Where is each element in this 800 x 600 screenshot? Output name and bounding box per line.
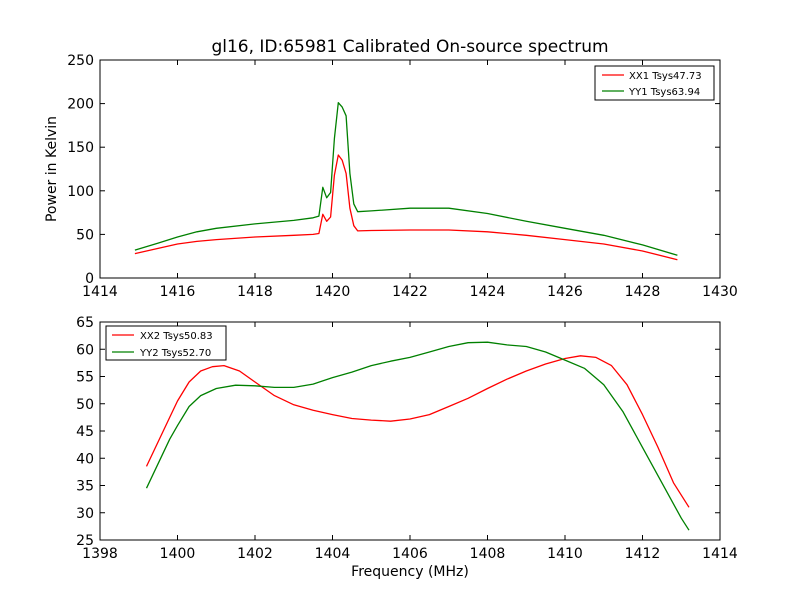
x-tick-label: 1414 — [702, 546, 738, 562]
x-axis-label: Frequency (MHz) — [351, 564, 469, 580]
y-tick-label: 50 — [76, 397, 94, 413]
y-tick-label: 150 — [67, 140, 94, 156]
x-tick-label: 1398 — [82, 546, 118, 562]
x-tick-label: 1420 — [315, 284, 351, 300]
y-tick-label: 45 — [76, 424, 94, 440]
y-tick-label: 200 — [67, 97, 94, 113]
y-tick-label: 60 — [76, 342, 94, 358]
x-tick-label: 1404 — [315, 546, 351, 562]
legend-box — [105, 325, 227, 361]
y-tick-label: 250 — [67, 53, 94, 69]
chart-top: gl16, ID:65981 Calibrated On-source spec… — [44, 37, 738, 300]
y-tick-label: 55 — [76, 370, 94, 386]
x-tick-label: 1416 — [160, 284, 196, 300]
x-tick-label: 1412 — [625, 546, 661, 562]
legend-box — [594, 65, 715, 101]
plot-frame — [99, 59, 721, 279]
x-tick-label: 1402 — [237, 546, 273, 562]
x-tick-label: 1414 — [82, 284, 118, 300]
y-tick-label: 30 — [76, 506, 94, 522]
y-tick-label: 100 — [67, 184, 94, 200]
y-axis-label: Power in Kelvin — [44, 116, 60, 222]
x-tick-label: 1430 — [702, 284, 738, 300]
legend-label-xx2: XX2 Tsys50.83 — [140, 331, 213, 342]
tick-layer: 1414 1416 1418 1420 1422 1424 1426 1428 1430 0 50 1… — [67, 53, 738, 300]
series-line-yy2 — [145, 341, 690, 531]
x-tick-label: 1422 — [392, 284, 428, 300]
plot-frame — [99, 321, 721, 541]
x-tick-label: 1408 — [470, 546, 506, 562]
chart-title: gl16, ID:65981 Calibrated On-source spec… — [211, 37, 608, 57]
legend: XX1 Tsys47.73 YY1 Tsys63.94 — [594, 65, 715, 101]
x-tick-label: 1418 — [237, 284, 273, 300]
x-tick-label: 1426 — [547, 284, 583, 300]
y-tick-label: 50 — [76, 227, 94, 243]
legend-label-yy1: YY1 Tsys63.94 — [628, 87, 700, 98]
series-line-xx2 — [145, 355, 690, 508]
y-tick-label: 25 — [76, 533, 94, 549]
x-tick-label: 1410 — [547, 546, 583, 562]
series-layer — [145, 341, 690, 531]
x-tick-label: 1406 — [392, 546, 428, 562]
legend-label-xx1: XX1 Tsys47.73 — [629, 71, 702, 82]
y-tick-label: 35 — [76, 479, 94, 495]
series-line-yy1 — [134, 102, 678, 256]
x-tick-label: 1428 — [625, 284, 661, 300]
x-tick-label: 1400 — [160, 546, 196, 562]
y-tick-label: 40 — [76, 451, 94, 467]
legend: XX2 Tsys50.83 YY2 Tsys52.70 — [105, 325, 227, 361]
legend-label-yy2: YY2 Tsys52.70 — [139, 348, 211, 359]
y-tick-label: 0 — [85, 271, 94, 287]
chart-bottom: Frequency (MHz) 1398 1400 1402 1404 1406 1408… — [76, 315, 738, 580]
series-line-xx1 — [134, 154, 678, 261]
y-tick-label: 65 — [76, 315, 94, 331]
x-tick-label: 1424 — [470, 284, 506, 300]
series-layer — [134, 102, 678, 261]
